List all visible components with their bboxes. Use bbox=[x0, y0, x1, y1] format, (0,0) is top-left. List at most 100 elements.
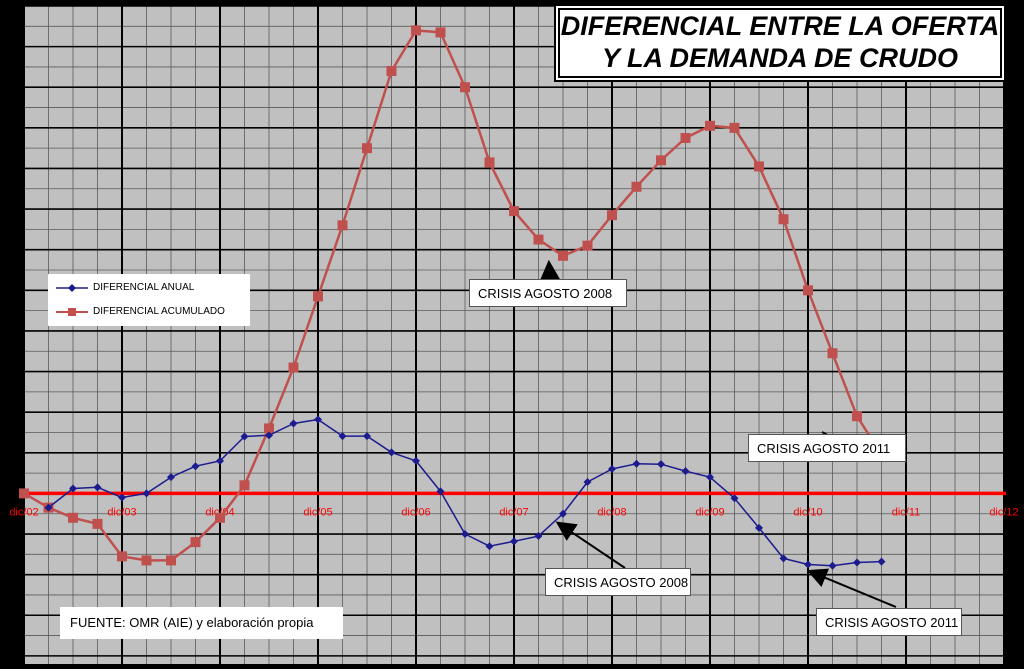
point-acumulado bbox=[386, 65, 397, 76]
point-anual bbox=[510, 537, 518, 546]
point-acumulado bbox=[509, 206, 519, 217]
point-anual bbox=[167, 473, 175, 482]
annotation-crisis-2008-anual: CRISIS AGOSTO 2008 bbox=[545, 568, 691, 596]
point-acumulado bbox=[239, 480, 250, 491]
point-anual bbox=[632, 459, 641, 468]
series-layer bbox=[19, 25, 887, 570]
point-acumulado bbox=[117, 551, 127, 562]
point-acumulado bbox=[19, 488, 29, 499]
point-acumulado bbox=[190, 537, 201, 548]
point-anual bbox=[583, 478, 592, 487]
point-acumulado bbox=[141, 555, 152, 566]
point-anual bbox=[93, 483, 102, 492]
x-tick-label: dic/08 bbox=[597, 506, 626, 518]
legend-marker-acumulado-icon bbox=[56, 308, 88, 316]
legend-item-anual: DIFERENCIAL ANUAL bbox=[48, 280, 250, 296]
chart-title: DIFERENCIAL ENTRE LA OFERTA Y LA DEMANDA… bbox=[558, 8, 1002, 78]
point-acumulado bbox=[582, 240, 593, 251]
legend: DIFERENCIAL ANUAL DIFERENCIAL ACUMULADO bbox=[48, 274, 250, 326]
x-tick-label: dic/07 bbox=[499, 506, 528, 518]
point-acumulado bbox=[803, 285, 813, 296]
annotation-crisis-2008-acumulado: CRISIS AGOSTO 2008 bbox=[469, 279, 627, 307]
point-acumulado bbox=[215, 512, 225, 523]
series-anual bbox=[44, 415, 886, 570]
arrow-crisis-2008-anual bbox=[555, 521, 626, 569]
legend-label-anual: DIFERENCIAL ANUAL bbox=[93, 282, 195, 293]
point-anual bbox=[534, 532, 543, 541]
point-anual bbox=[461, 530, 469, 539]
arrow-crisis-2011-anual bbox=[806, 568, 897, 608]
point-anual bbox=[363, 432, 371, 441]
x-tick-label: dic/06 bbox=[401, 506, 430, 518]
point-anual bbox=[142, 489, 151, 498]
point-anual bbox=[387, 448, 396, 457]
legend-label-acumulado: DIFERENCIAL ACUMULADO bbox=[93, 306, 225, 317]
point-acumulado bbox=[337, 220, 348, 231]
point-acumulado bbox=[705, 120, 715, 131]
point-anual bbox=[191, 462, 200, 471]
point-acumulado bbox=[656, 155, 666, 166]
point-acumulado bbox=[607, 210, 617, 221]
annotation-crisis-2011-acumulado: CRISIS AGOSTO 2011 bbox=[748, 434, 906, 462]
point-acumulado bbox=[460, 82, 470, 93]
point-acumulado bbox=[411, 25, 421, 36]
point-anual bbox=[804, 560, 812, 569]
point-anual bbox=[69, 484, 77, 493]
x-tick-label: dic/09 bbox=[695, 506, 724, 518]
source-note: FUENTE: OMR (AIE) y elaboración propia bbox=[60, 607, 343, 639]
series-acumulado bbox=[19, 25, 887, 566]
point-acumulado bbox=[533, 234, 544, 245]
x-tick-label: dic/05 bbox=[303, 506, 332, 518]
legend-marker-anual-icon bbox=[56, 284, 88, 292]
x-tick-label: dic/03 bbox=[107, 506, 136, 518]
x-tick-label: dic/10 bbox=[793, 506, 822, 518]
x-tick-label: dic/11 bbox=[892, 506, 921, 518]
point-acumulado bbox=[435, 27, 446, 38]
chart-title-line1: DIFERENCIAL ENTRE LA OFERTA bbox=[560, 11, 1000, 41]
point-anual bbox=[681, 467, 690, 476]
point-anual bbox=[436, 487, 445, 496]
grid-minor bbox=[24, 6, 1004, 664]
x-tick-labels: dic/02 dic/03 dic/04 dic/05 dic/06 dic/07 dic/… bbox=[9, 506, 1018, 518]
point-anual bbox=[240, 432, 249, 441]
arrow-crisis-2008-acumulado bbox=[540, 259, 560, 281]
point-acumulado bbox=[68, 512, 78, 523]
point-acumulado bbox=[166, 555, 176, 566]
point-anual bbox=[779, 554, 788, 563]
point-anual bbox=[608, 465, 616, 474]
point-acumulado bbox=[680, 133, 691, 144]
point-acumulado bbox=[754, 161, 764, 172]
point-anual bbox=[485, 542, 494, 551]
point-acumulado bbox=[92, 518, 103, 529]
point-acumulado bbox=[778, 214, 789, 225]
point-anual bbox=[289, 419, 298, 428]
x-tick-label: dic/02 bbox=[9, 506, 38, 518]
point-anual bbox=[853, 558, 861, 567]
point-anual bbox=[706, 473, 714, 482]
point-acumulado bbox=[288, 362, 299, 373]
point-acumulado bbox=[631, 181, 642, 192]
point-acumulado bbox=[729, 122, 740, 133]
point-anual bbox=[44, 503, 53, 512]
point-anual bbox=[265, 431, 273, 440]
point-acumulado bbox=[362, 143, 372, 154]
point-acumulado bbox=[264, 423, 274, 434]
legend-item-acumulado: DIFERENCIAL ACUMULADO bbox=[48, 304, 250, 320]
point-anual bbox=[730, 494, 739, 503]
point-anual bbox=[755, 523, 763, 532]
point-anual bbox=[877, 557, 886, 566]
x-tick-label: dic/12 bbox=[989, 506, 1018, 518]
point-acumulado bbox=[852, 411, 862, 422]
point-anual bbox=[412, 456, 420, 465]
point-anual bbox=[657, 460, 665, 469]
chart-title-line2: Y LA DEMANDA DE CRUDO bbox=[601, 43, 958, 73]
point-anual bbox=[338, 432, 347, 441]
point-acumulado bbox=[313, 291, 323, 302]
point-anual bbox=[314, 415, 322, 424]
point-anual bbox=[559, 509, 567, 518]
point-acumulado bbox=[558, 250, 568, 261]
point-acumulado bbox=[484, 157, 495, 168]
annotation-crisis-2011-anual: CRISIS AGOSTO 2011 bbox=[816, 608, 962, 636]
point-anual bbox=[828, 561, 837, 570]
